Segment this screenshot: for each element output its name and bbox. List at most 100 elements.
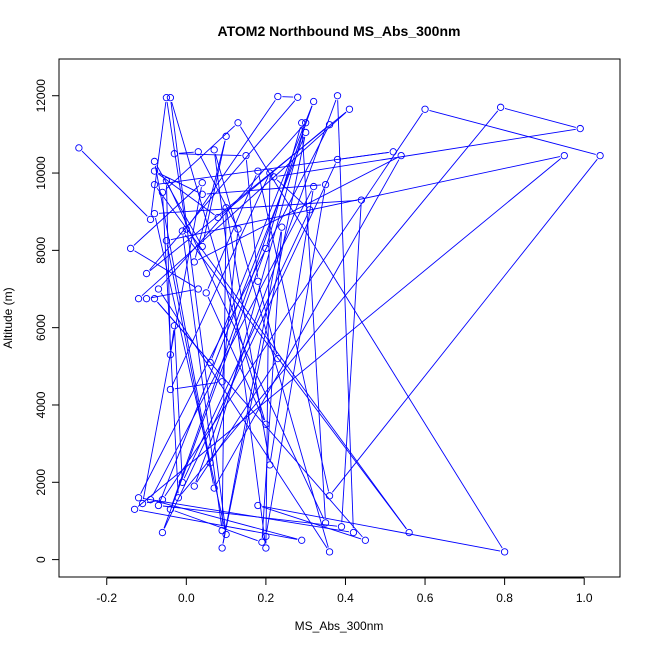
series-segment	[178, 151, 194, 154]
series-segment	[195, 99, 337, 483]
data-point	[162, 237, 171, 245]
data-point	[158, 528, 167, 537]
data-point	[357, 196, 366, 204]
series-segment	[174, 510, 258, 542]
x-tick-label: 1.0	[576, 591, 593, 605]
x-axis: -0.2 0.0 0.2 0.4 0.6 0.8 1.0	[96, 577, 593, 605]
data-point	[198, 179, 206, 187]
series-segment	[157, 301, 363, 538]
x-tick-label: -0.2	[96, 591, 117, 605]
data-point	[218, 544, 226, 552]
data-point	[596, 151, 604, 160]
data-point	[162, 94, 171, 102]
data-point	[397, 151, 405, 160]
data-point	[306, 206, 314, 214]
data-point	[210, 146, 218, 154]
data-point	[218, 526, 226, 535]
data-point	[166, 505, 175, 514]
y-tick-label: 0	[34, 556, 48, 563]
series-segment	[207, 175, 257, 289]
data-point	[162, 177, 171, 185]
series-segment	[174, 330, 183, 478]
series-segment	[198, 157, 398, 261]
y-tick-label: 10000	[34, 156, 48, 190]
series-segment	[166, 245, 214, 484]
series-segment	[138, 509, 298, 540]
series-segment	[199, 155, 237, 226]
data-point	[274, 92, 282, 101]
series-segment	[154, 165, 210, 459]
x-tick-label: 0.8	[496, 591, 513, 605]
data-point	[262, 544, 270, 552]
data-point	[405, 528, 413, 537]
series-segment	[170, 330, 175, 351]
data-point	[254, 277, 262, 285]
data-point	[302, 119, 310, 127]
data-point	[361, 536, 370, 544]
data-point	[210, 484, 218, 492]
data-point	[325, 121, 334, 129]
plot-frame	[58, 58, 621, 578]
series-segment	[226, 212, 270, 461]
data-point	[178, 478, 186, 486]
data-point	[500, 548, 509, 556]
data-point	[202, 289, 210, 297]
data-point	[222, 132, 230, 140]
data-point	[278, 223, 286, 231]
chart-title: ATOM2 Northbound MS_Abs_300nm	[218, 23, 461, 39]
series-segment	[152, 190, 312, 496]
data-point	[206, 459, 214, 467]
data-point	[389, 148, 397, 156]
data-point	[234, 225, 242, 233]
data-point	[142, 295, 151, 303]
series-segment	[154, 500, 298, 540]
y-tick-label: 12000	[34, 79, 48, 113]
data-point	[266, 169, 274, 177]
data-point	[154, 501, 163, 510]
data-point	[170, 322, 179, 330]
data-point	[75, 144, 83, 152]
data-point	[254, 167, 262, 175]
series-segment	[166, 185, 171, 351]
series-segment	[140, 128, 328, 494]
series-segment	[262, 506, 362, 540]
data-point	[242, 151, 250, 160]
series-segment	[184, 234, 407, 530]
data-point	[190, 482, 198, 490]
data-point	[206, 358, 214, 367]
data-point	[576, 124, 584, 133]
series-segment	[504, 108, 576, 128]
series-segment	[337, 100, 354, 529]
series-segment	[276, 179, 307, 208]
data-point	[560, 151, 568, 160]
series-points	[75, 92, 604, 556]
series-segment	[81, 150, 148, 217]
data-point	[270, 173, 278, 181]
series-segment	[301, 127, 326, 519]
data-point	[130, 505, 139, 514]
data-point	[421, 105, 429, 113]
series-segment	[214, 154, 266, 544]
data-point	[134, 295, 143, 303]
series-segment	[202, 140, 226, 243]
y-tick-label: 2000	[34, 469, 48, 496]
series-segment	[207, 296, 265, 421]
y-axis: 0 2000 4000 6000 8000 10000 12000	[34, 79, 60, 563]
data-point	[333, 155, 342, 164]
data-point	[349, 528, 358, 537]
series-segment	[240, 126, 503, 549]
y-tick-label: 6000	[34, 314, 48, 341]
series-segment	[171, 176, 269, 386]
data-point	[170, 150, 179, 158]
data-point	[302, 128, 310, 137]
series-line	[81, 96, 598, 552]
data-point	[222, 530, 230, 539]
data-point	[194, 148, 202, 156]
data-point	[309, 182, 318, 191]
series-segment	[332, 158, 598, 493]
data-point	[154, 285, 163, 293]
data-point	[150, 209, 159, 218]
data-point	[274, 354, 282, 363]
data-point	[150, 167, 159, 175]
